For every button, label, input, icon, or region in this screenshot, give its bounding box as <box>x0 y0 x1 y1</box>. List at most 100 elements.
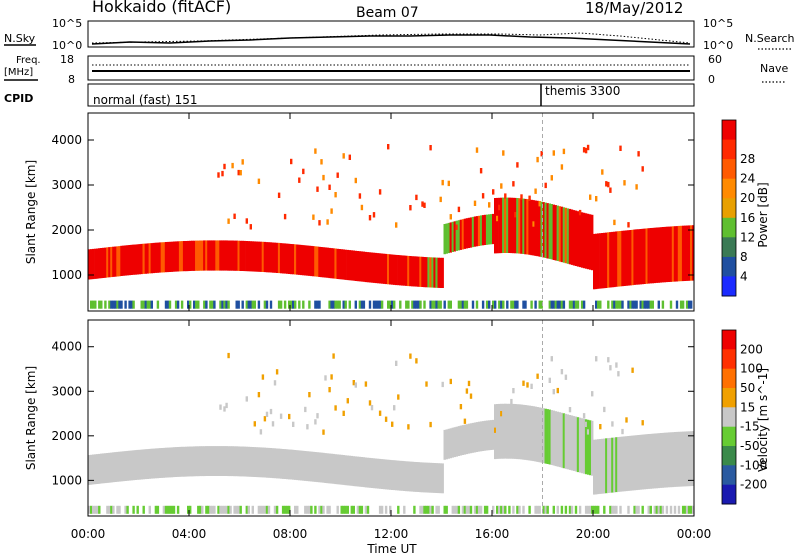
heatmap-cell <box>467 423 471 454</box>
heatmap-cell <box>362 300 366 309</box>
heatmap-cell <box>265 447 269 478</box>
heatmap-cell <box>413 505 416 514</box>
heatmap-cell <box>548 409 551 465</box>
heatmap-cell <box>586 213 590 270</box>
heatmap-cell <box>530 383 533 389</box>
heatmap-cell <box>215 446 218 476</box>
heatmap-cell <box>298 244 301 275</box>
heatmap-cell <box>619 231 622 287</box>
heatmap-cell <box>221 240 224 271</box>
heatmap-cell <box>615 505 618 514</box>
heatmap-cell <box>168 505 172 514</box>
heatmap-cell <box>166 505 170 514</box>
heatmap-cell <box>213 300 216 309</box>
heatmap-cell <box>641 228 644 285</box>
heatmap-cell <box>223 240 226 271</box>
heatmap-cell <box>108 300 111 309</box>
freq-label-line1: Freq. <box>16 55 41 66</box>
nsky-tick-top: 10^5 <box>52 17 82 30</box>
heatmap-cell <box>578 211 582 268</box>
heatmap-cell <box>221 300 224 309</box>
colorbar-tick-label: 24 <box>740 172 755 186</box>
heatmap-cell <box>146 449 149 479</box>
heatmap-cell <box>314 419 317 425</box>
nsky-tick-bottom: 10^0 <box>52 39 82 52</box>
heatmap-cell <box>673 226 677 282</box>
heatmap-cell <box>582 300 586 309</box>
heatmap-cell <box>350 505 353 514</box>
heatmap-cell <box>405 255 408 286</box>
heatmap-cell <box>178 241 182 272</box>
heatmap-cell <box>643 434 646 490</box>
heatmap-cell <box>597 505 600 514</box>
heatmap-cell <box>328 505 331 514</box>
heatmap-cell <box>112 300 115 309</box>
heatmap-cell <box>92 300 95 309</box>
heatmap-cell <box>130 244 133 275</box>
heatmap-cell <box>433 300 436 309</box>
heatmap-cell <box>506 300 509 309</box>
heatmap-cell <box>687 225 691 281</box>
heatmap-cell <box>346 249 349 281</box>
heatmap-cell <box>582 147 586 153</box>
heatmap-cell <box>429 257 432 288</box>
heatmap-cell <box>681 431 685 487</box>
heatmap-cell <box>286 243 289 274</box>
heatmap-cell <box>348 250 351 281</box>
colorbar-tick-label: 200 <box>740 342 763 356</box>
heatmap-cell <box>467 505 471 514</box>
heatmap-cell <box>281 243 285 274</box>
heatmap-cell <box>635 184 638 190</box>
heatmap-cell <box>605 232 608 288</box>
heatmap-cell <box>199 240 202 271</box>
heatmap-cell <box>518 505 521 514</box>
heatmap-cell <box>342 153 345 159</box>
date-title: 18/May/2012 <box>585 0 683 17</box>
heatmap-cell <box>441 257 444 288</box>
heatmap-cell <box>605 181 608 187</box>
heatmap-cell <box>665 226 669 283</box>
heatmap-cell <box>328 247 331 279</box>
heatmap-cell <box>154 242 158 273</box>
heatmap-cell <box>389 300 392 309</box>
colorbar-tick-label: 15 <box>740 400 755 414</box>
heatmap-cell <box>197 240 200 271</box>
heatmap-cell <box>591 391 594 397</box>
heatmap-cell <box>584 505 588 514</box>
heatmap-cell <box>582 212 586 269</box>
heatmap-cell <box>233 446 236 477</box>
heatmap-cell <box>492 419 495 450</box>
heatmap-cell <box>352 250 355 281</box>
heatmap-cell <box>243 446 246 477</box>
heatmap-cell <box>492 189 495 195</box>
heatmap-cell <box>451 505 454 514</box>
heatmap-cell <box>172 447 176 478</box>
heatmap-cell <box>213 505 216 514</box>
heatmap-cell <box>376 253 380 284</box>
heatmap-cell <box>483 420 487 451</box>
heatmap-cell <box>296 505 299 514</box>
heatmap-cell <box>516 505 519 514</box>
heatmap-cell <box>540 300 543 309</box>
heatmap-cell <box>152 242 155 274</box>
heatmap-cell <box>481 300 485 309</box>
heatmap-cell <box>447 300 450 309</box>
heatmap-cell <box>461 219 465 250</box>
heatmap-cell <box>286 505 289 514</box>
heatmap-cell <box>463 418 467 424</box>
heatmap-cell <box>494 198 497 254</box>
heatmap-cell <box>447 222 450 254</box>
heatmap-cell <box>591 214 594 271</box>
heatmap-cell <box>679 431 683 487</box>
heatmap-cell <box>425 505 428 514</box>
heatmap-cell <box>140 243 143 275</box>
heatmap-cell <box>290 244 293 275</box>
heatmap-cell <box>342 505 345 514</box>
heatmap-cell <box>417 462 420 492</box>
heatmap-cell <box>336 454 339 485</box>
heatmap-cell <box>536 156 539 163</box>
heatmap-cell <box>225 402 228 409</box>
heatmap-cell <box>273 380 277 386</box>
heatmap-cell <box>477 215 481 246</box>
heatmap-cell <box>500 197 503 254</box>
